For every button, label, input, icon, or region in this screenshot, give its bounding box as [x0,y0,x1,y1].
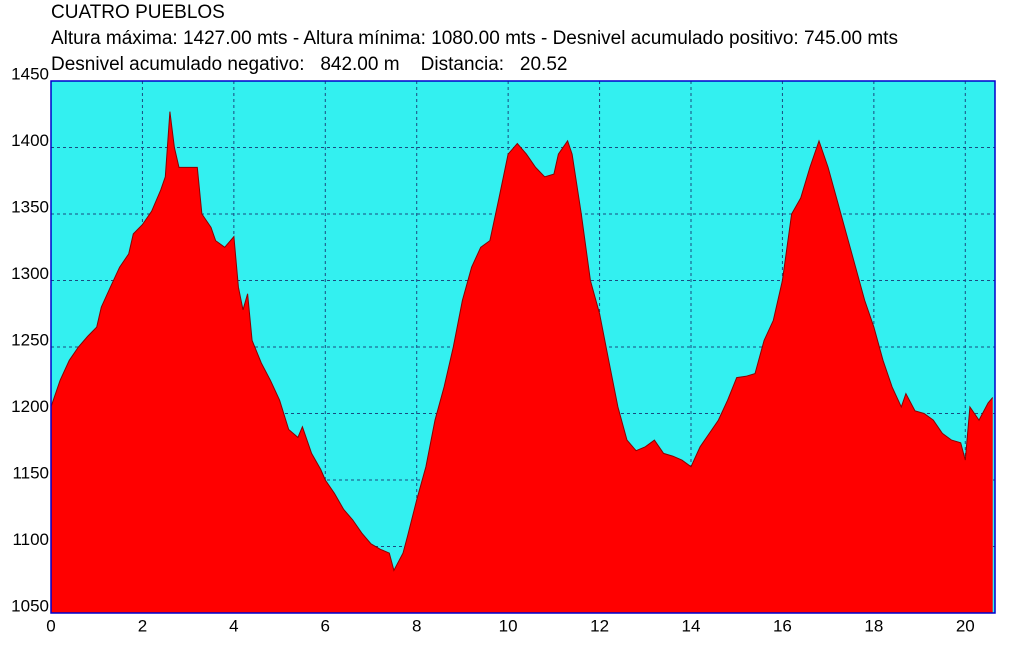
y-tick-label: 1050 [11,596,49,615]
x-tick-label: 20 [956,616,975,635]
y-tick-label: 1300 [11,264,49,283]
x-tick-label: 8 [412,616,421,635]
x-tick-label: 6 [321,616,330,635]
y-tick-label: 1350 [11,197,49,216]
chart-subtitle: Altura máxima: 1427.00 mts - Altura míni… [51,28,898,49]
x-tick-label: 10 [499,616,518,635]
y-tick-label: 1450 [11,64,49,83]
x-tick-label: 16 [773,616,792,635]
x-tick-label: 12 [590,616,609,635]
x-tick-label: 18 [864,616,883,635]
y-tick-label: 1150 [12,463,49,482]
y-tick-label: 1200 [11,397,49,416]
area-outline [50,111,994,572]
x-tick-label: 0 [46,616,55,635]
plot-layer [50,80,995,614]
chart-summary: Desnivel acumulado negativo: 842.00 m Di… [51,54,567,75]
area-fill [51,111,993,613]
y-tick-label: 1400 [11,131,49,150]
chart-title: CUATRO PUEBLOS [51,2,225,23]
x-tick-label: 2 [138,616,147,635]
y-tick-label: 1250 [11,330,49,349]
x-tick-label: 4 [229,616,238,635]
plot-border [50,80,996,614]
x-tick-label: 14 [682,616,701,635]
y-tick-label: 1100 [12,530,49,549]
